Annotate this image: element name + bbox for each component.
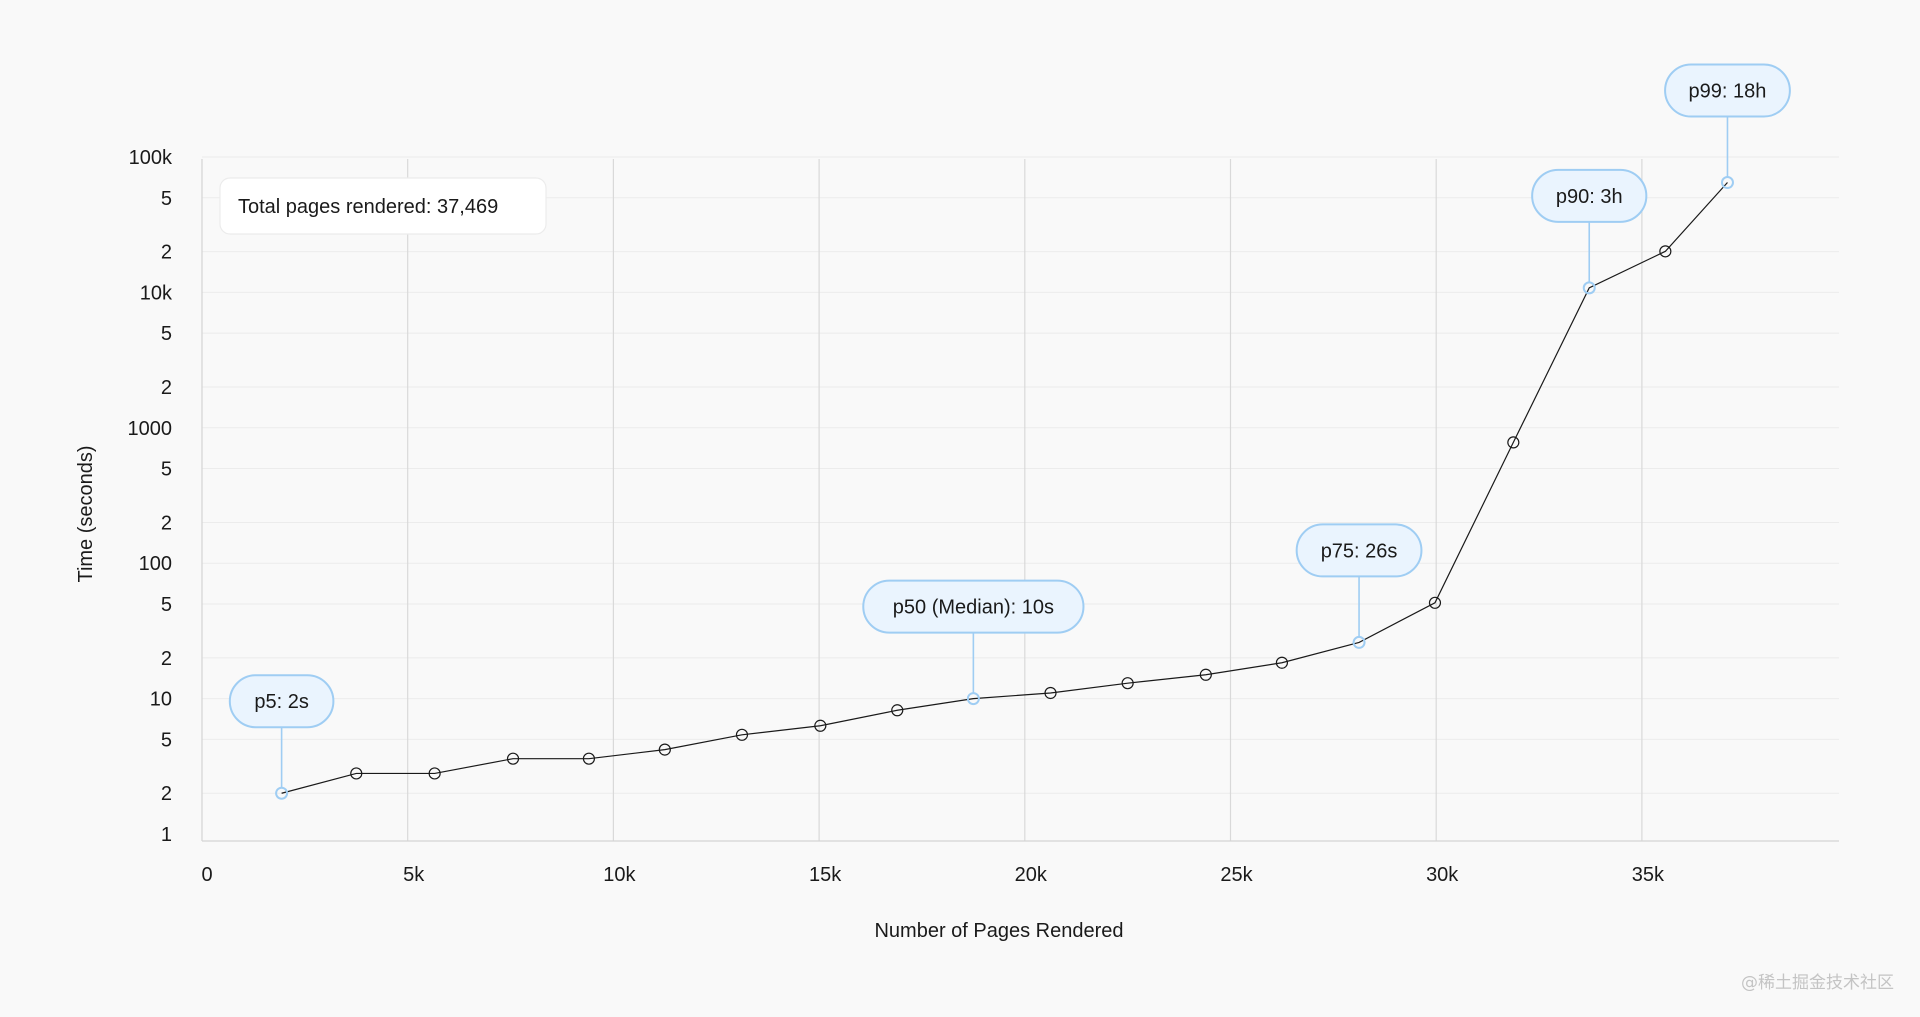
data-point [891, 704, 904, 717]
y-axis-label: Time (seconds) [75, 445, 97, 582]
y-tick-label: 1 [161, 824, 172, 846]
data-point [1199, 668, 1212, 681]
data-point [658, 743, 671, 756]
x-tick-label: 5k [403, 864, 425, 886]
y-tick-label: 5 [161, 594, 172, 616]
annotation-callout: p75: 26s [1295, 523, 1423, 637]
data-point [814, 719, 827, 732]
annotation-callout: p90: 3h [1531, 168, 1648, 282]
y-tick-label: 2 [161, 783, 172, 805]
y-tick-label: 2 [161, 377, 172, 399]
callout-bubble [228, 674, 335, 729]
data-point [1507, 436, 1520, 449]
y-tick-label: 2 [161, 512, 172, 534]
series [275, 176, 1734, 800]
data-point [506, 752, 520, 765]
x-tick-label: 0 [201, 864, 212, 886]
data-point [1582, 281, 1596, 295]
info-box: Total pages rendered: 37,469 [219, 177, 547, 235]
y-tick-label: 10 [150, 689, 172, 711]
y-tick-label: 100 [139, 553, 172, 575]
y-tick-label: 2 [161, 242, 172, 264]
data-point [1428, 596, 1442, 609]
y-tick-label: 5 [161, 188, 172, 210]
data-point [275, 786, 289, 800]
data-point [1352, 635, 1366, 649]
x-tick-label: 30k [1426, 864, 1459, 886]
data-point [582, 752, 596, 765]
annotation-callout: p50 (Median): 10s [862, 579, 1085, 693]
y-tick-label: 5 [161, 323, 172, 345]
callout-label: p99: 18h [1689, 81, 1767, 103]
y-tick-label: 2 [161, 648, 172, 670]
series-line [281, 182, 1728, 794]
data-point [1044, 686, 1057, 700]
data-point [428, 767, 441, 780]
data-point [735, 728, 749, 741]
annotation-callout: p99: 18h [1664, 63, 1791, 177]
grid [202, 156, 1839, 841]
data-point [350, 767, 363, 780]
x-tick-label: 10k [603, 864, 636, 886]
data-point [1659, 245, 1672, 258]
callout-bubble [1295, 523, 1423, 578]
callout-label: p50 (Median): 10s [893, 597, 1054, 619]
y-tick-label: 1000 [128, 418, 173, 440]
callout-bubble [862, 579, 1085, 634]
info-box-text: Total pages rendered: 37,469 [238, 196, 498, 218]
y-axis-ticks: 100k 5 2 10k 5 2 1000 5 2 100 5 2 10 5 2 1 [128, 147, 173, 846]
callout-label: p5: 2s [254, 691, 308, 713]
callout-bubble [1664, 63, 1791, 118]
y-tick-label: 10k [140, 282, 173, 304]
annotation-callout: p5: 2s [228, 674, 335, 788]
data-point [1121, 677, 1134, 690]
x-tick-label: 20k [1015, 864, 1048, 886]
x-axis-label: Number of Pages Rendered [874, 920, 1123, 942]
y-tick-label: 100k [129, 147, 173, 169]
watermark: @稀土掘金技术社区 [1741, 973, 1894, 993]
y-tick-label: 5 [161, 729, 172, 751]
data-point [966, 692, 980, 706]
data-point [1275, 656, 1289, 669]
data-point [1720, 176, 1734, 190]
callout-bubble [1531, 168, 1648, 223]
x-tick-label: 25k [1220, 864, 1253, 886]
x-tick-label: 15k [809, 864, 842, 886]
y-tick-label: 5 [161, 459, 172, 481]
callout-label: p90: 3h [1556, 186, 1623, 208]
x-axis-ticks: 0 5k 10k 15k 20k 25k 30k 35k [201, 864, 1665, 886]
callout-label: p75: 26s [1321, 540, 1398, 562]
annotations: p5: 2s p50 (Median): 10s p75: 26s p90: 3h p9… [228, 63, 1791, 788]
x-tick-label: 35k [1632, 864, 1665, 886]
